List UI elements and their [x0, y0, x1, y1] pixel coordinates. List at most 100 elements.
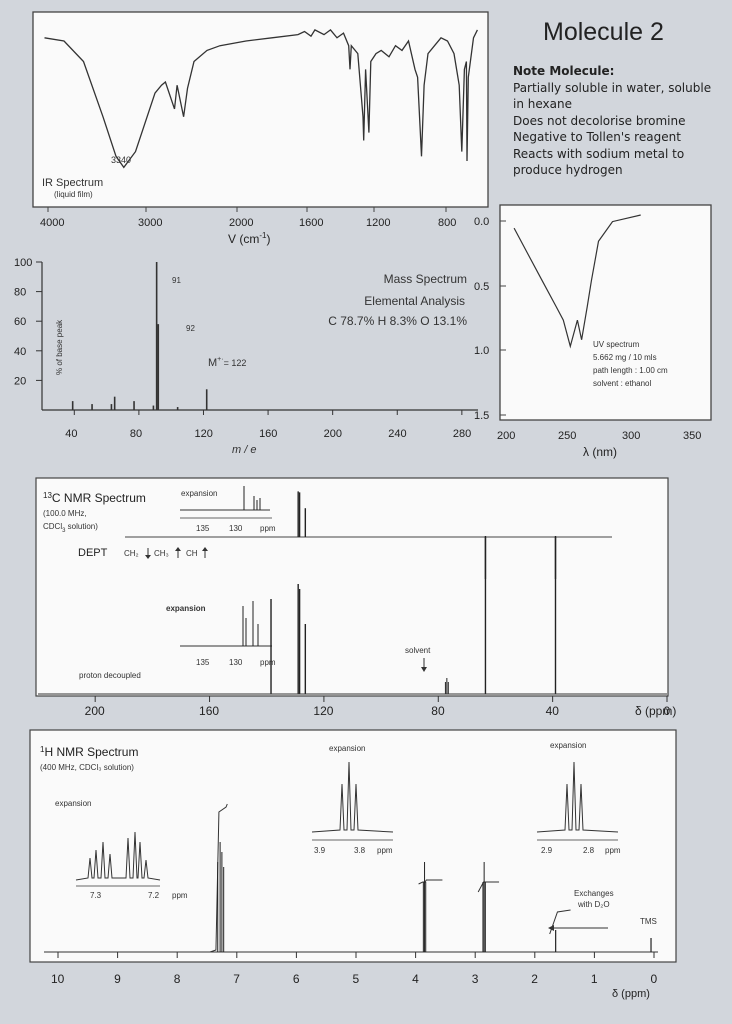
uv-y-tick-label: 0.0	[474, 216, 489, 228]
c13-dept-expansion-label: expansion	[181, 489, 217, 498]
mass-x-tick-label: 280	[453, 428, 471, 440]
h1-frame	[29, 729, 677, 963]
c13-tick-label: 40	[546, 704, 560, 718]
mass-peak-91: 91	[172, 276, 181, 285]
note-line: Reacts with sodium metal to produce hydr…	[513, 146, 685, 178]
dept-legend: CH₂ CH₃ CH	[124, 547, 208, 559]
exchanges-arrowhead	[548, 925, 554, 931]
c13-axis-ticks: 200 160 120 80 40 0	[85, 696, 671, 718]
uv-y-tick-label: 0.5	[474, 281, 489, 293]
c13-dept-exp-tick-ppm: ppm	[260, 524, 276, 533]
notes-heading: Note Molecule:	[513, 64, 615, 78]
h1-expansion-mid-trace	[311, 761, 394, 833]
mass-peaks	[71, 262, 208, 410]
h1-subtitle: (400 MHz, CDCl₃ solution)	[40, 763, 134, 772]
h1-exp-mid-tick-3-8: 3.8	[354, 846, 366, 855]
h1-xlabel: δ (ppm)	[612, 988, 650, 1000]
mass-x-tick-label: 120	[194, 428, 212, 440]
ir-tick-label: 3000	[138, 217, 162, 229]
h1-tick-label: 3	[472, 972, 479, 986]
page-title: Molecule 2	[543, 18, 664, 46]
h1-expansion-left-trace	[75, 831, 161, 881]
uv-info-line: 5.662 mg / 10 mls	[593, 353, 657, 362]
uv-x-tick-label: 250	[558, 430, 576, 442]
h1-tick-label: 9	[114, 972, 121, 986]
uv-panel: 0.0 0.5 1.0 1.5 200 250 300 350 λ (nm) UV spec…	[474, 204, 712, 459]
ir-peak-label: 3340	[111, 155, 131, 165]
h1-tick-label: 7	[233, 972, 240, 986]
uv-x-tick-label: 350	[683, 430, 701, 442]
c13-exp-tick-ppm: ppm	[260, 658, 276, 667]
mass-y-tick-label: 60	[14, 316, 26, 328]
with-d2o-label: with D₂O	[577, 900, 610, 909]
uv-xlabel: λ (nm)	[583, 445, 617, 459]
ir-axis-label: V (cm-1)	[228, 231, 270, 246]
h1-tick-label: 10	[51, 972, 65, 986]
uv-x-tick-label: 300	[622, 430, 640, 442]
solvent-marker-arrowhead	[421, 667, 427, 672]
uv-info-line: solvent : ethanol	[593, 379, 651, 388]
uv-info-line: UV spectrum	[593, 340, 640, 349]
h1-exp-mid-tick-ppm: ppm	[377, 846, 393, 855]
ir-frame	[32, 11, 489, 208]
mass-y-ticks: 100 80 60 40 20	[14, 257, 42, 387]
mass-y-tick-label: 40	[14, 346, 26, 358]
mass-y-tick-label: 100	[14, 257, 32, 269]
h1-tick-label: 0	[651, 972, 658, 986]
h1-tick-label: 5	[353, 972, 360, 986]
uv-frame	[499, 204, 712, 421]
c13-frequency: (100.0 MHz,	[43, 509, 87, 518]
c13-title: 13C NMR Spectrum	[43, 491, 146, 505]
c13-dept-exp-tick-130: 130	[229, 524, 243, 533]
uv-info-line: path length : 1.00 cm	[593, 366, 668, 375]
mass-xlabel: m / e	[232, 444, 256, 456]
ir-tick-label: 1600	[299, 217, 323, 229]
dept-ch2-label: CH₂	[124, 549, 139, 558]
mass-x-tick-label: 160	[259, 428, 277, 440]
h1-exp-right-tick-ppm: ppm	[605, 846, 621, 855]
h1-tick-label: 1	[591, 972, 598, 986]
molecule-notes: Note Molecule: Partially soluble in wate…	[513, 63, 723, 179]
ir-title: IR Spectrum	[42, 177, 103, 189]
uv-y-tick-label: 1.5	[474, 410, 489, 422]
ea-values: C 78.7% H 8.3% O 13.1%	[328, 314, 467, 328]
note-line: Negative to Tollen's reagent	[513, 130, 681, 144]
mass-x-tick-label: 240	[388, 428, 406, 440]
uv-y-tick-label: 1.0	[474, 345, 489, 357]
c13-exp-peaks	[242, 601, 259, 646]
c13-peaks	[38, 491, 667, 695]
tms-label: TMS	[640, 917, 657, 926]
h1-integration-curve	[209, 803, 571, 953]
c13-exp-tick-135: 135	[196, 658, 210, 667]
h1-axis-ticks: 10 9 8 7 6 5 4 3 2 1 0	[51, 952, 658, 986]
ir-panel: 3340 IR Spectrum (liquid film) 4000 3000 2…	[32, 11, 489, 246]
mass-ylabel: % of base peak	[55, 319, 64, 375]
c13-expansion-label: expansion	[166, 604, 206, 613]
dept-ch3-label: CH₃	[154, 549, 169, 558]
dept-ch3-arrowhead	[175, 547, 181, 551]
h1-panel: 1H NMR Spectrum (400 MHz, CDCl₃ solution…	[29, 729, 677, 1000]
h1-exp-right-tick-2-9: 2.9	[541, 846, 553, 855]
h1-expansion-mid-label: expansion	[329, 744, 365, 753]
mass-peak-92: 92	[186, 324, 195, 333]
h1-exp-left-tick-7-2: 7.2	[148, 891, 160, 900]
ir-subtitle: (liquid film)	[54, 190, 93, 199]
mass-x-tick-label: 40	[65, 428, 77, 440]
uv-x-ticks: 200 250 300 350	[497, 430, 701, 442]
ir-tick-label: 2000	[229, 217, 253, 229]
dept-ch-arrowhead	[202, 547, 208, 551]
ir-tick-label: 4000	[40, 217, 64, 229]
h1-exp-mid-tick-3-9: 3.9	[314, 846, 326, 855]
c13-tick-label: 80	[431, 704, 445, 718]
mass-x-ticks: 40 80 120 160 200 240 280	[65, 410, 471, 440]
c13-dept-exp-peaks	[243, 486, 261, 510]
ir-axis-ticks: 4000 3000 2000 1600 1200 800	[40, 207, 456, 229]
h1-peaks	[217, 842, 652, 952]
mass-molecular-ion: M+·= 122	[208, 356, 246, 369]
c13-panel: 13C NMR Spectrum (100.0 MHz, CDCl3 solut…	[35, 477, 676, 718]
c13-dept-exp-tick-135: 135	[196, 524, 210, 533]
h1-tick-label: 8	[174, 972, 181, 986]
note-line: Does not decolorise bromine	[513, 113, 686, 128]
ir-tick-label: 1200	[366, 217, 390, 229]
